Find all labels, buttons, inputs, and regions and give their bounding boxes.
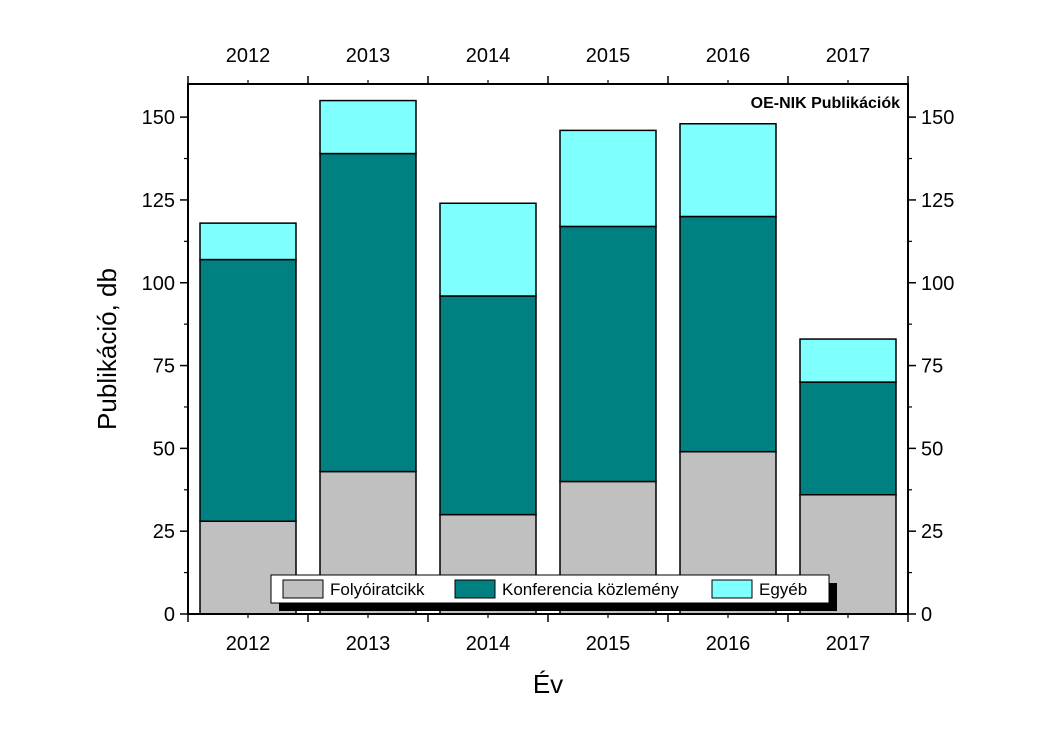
x-tick-label-top-2013: 2013 [346,45,391,67]
y-tick-label-right-125: 125 [921,190,954,212]
bars-layer [199,99,897,615]
bar-2016-series-2 [679,123,777,218]
legend-swatch-1 [454,579,496,599]
legend: Folyóiratcikk Konferencia közlemény Egyéb [270,574,837,611]
y-tick-label-right-0: 0 [921,604,932,626]
x-tick-label-bottom-2012: 2012 [226,633,271,655]
y-tick-label-right-150: 150 [921,107,954,129]
bar-2012-series-2 [199,222,297,261]
bar-2014-series-2 [439,202,537,297]
y-tick-label-right-75: 75 [921,356,943,378]
bar-2013-series-2 [319,99,417,155]
y-tick-label-left-25: 25 [153,521,175,543]
y-tick-label-right-25: 25 [921,521,943,543]
x-tick-label-bottom-2017: 2017 [826,633,871,655]
x-tick-label-bottom-2013: 2013 [346,633,391,655]
x-tick-label-top-2014: 2014 [466,45,511,67]
y-tick-label-left-0: 0 [164,604,175,626]
bar-2015-series-1 [559,225,657,483]
y-tick-label-left-125: 125 [142,190,175,212]
legend-label-2: Egyéb [759,580,807,599]
legend-label-0: Folyóiratcikk [330,580,425,599]
bar-2016-series-1 [679,215,777,453]
legend-swatch-0 [282,579,324,599]
bar-2012-series-1 [199,258,297,522]
legend-label-1: Konferencia közlemény [502,580,679,599]
y-tick-label-left-50: 50 [153,438,175,460]
bar-2015-series-2 [559,129,657,228]
y-tick-label-left-100: 100 [142,273,175,295]
bar-2017-series-2 [799,338,897,383]
x-tick-label-bottom-2015: 2015 [586,633,631,655]
x-tick-label-bottom-2014: 2014 [466,633,511,655]
chart-title: OE-NIK Publikációk [751,95,900,112]
x-tick-label-top-2012: 2012 [226,45,271,67]
y-tick-label-right-100: 100 [921,273,954,295]
bar-2017-series-1 [799,381,897,496]
x-axis-title: Év [533,669,563,699]
x-tick-label-bottom-2016: 2016 [706,633,751,655]
axes-layer: 0 0 25 25 50 50 75 75 100 100 125 125 150 150 2012 2012… [142,45,955,655]
x-tick-label-top-2015: 2015 [586,45,631,67]
bar-2014-series-1 [439,295,537,516]
y-tick-label-left-150: 150 [142,107,175,129]
y-tick-label-right-50: 50 [921,438,943,460]
x-tick-label-top-2017: 2017 [826,45,871,67]
y-tick-label-left-75: 75 [153,356,175,378]
y-axis-title: Publikáció, db [92,268,122,430]
bar-2013-series-1 [319,152,417,473]
legend-swatch-2 [711,579,753,599]
x-tick-label-top-2016: 2016 [706,45,751,67]
